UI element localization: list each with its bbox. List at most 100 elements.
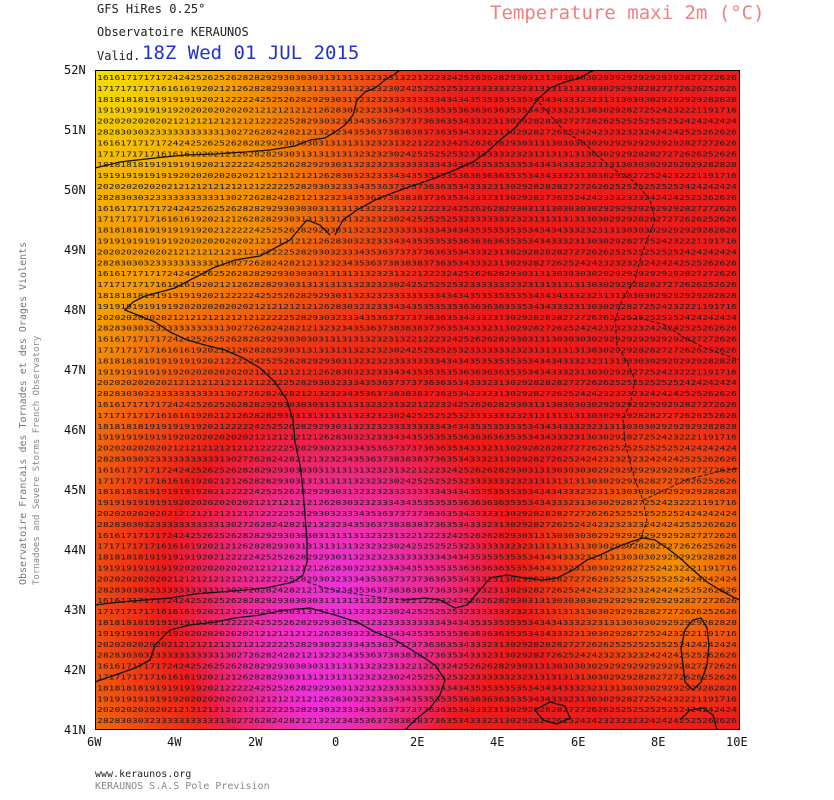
temperature-value-row: 1717171717161616192021212628282930313131… [97, 149, 737, 158]
france-east-border [534, 97, 656, 549]
lon-label-6e: 6E [571, 735, 586, 749]
lat-label-47n: 47N [64, 363, 86, 377]
normandy-coast [212, 219, 331, 269]
temperature-value-row: 1818181819191919192021222224252526282929… [97, 95, 737, 104]
sardinia-coast [679, 707, 718, 731]
temperature-value-row: 2828303032333333333331302726282428212132… [97, 455, 737, 464]
lon-label-2e: 2E [410, 735, 425, 749]
temperature-value-row: 1616171717172424252625262828292930303031… [97, 138, 737, 147]
temperature-value-row: 2020202020202121212121212121222225282930… [97, 705, 737, 714]
corsica-coast [680, 617, 710, 691]
temperature-value-row: 1919191919191920202020202021212121212126… [97, 564, 737, 573]
temperature-value-row: 1818181819191919192021222224252526282929… [97, 226, 737, 235]
temperature-map[interactable]: 1616171717172424252625262828292930303031… [94, 69, 741, 731]
temperature-value-row: 1717171717161616192021212628282930313131… [97, 542, 737, 551]
temperature-value-row: 1717171717161616192021212628282930313131… [97, 607, 737, 616]
lat-label-52n: 52N [64, 63, 86, 77]
temperature-value-row: 1717171717161616192021212628282930313131… [97, 411, 737, 420]
temperature-value-row: 1919191919191920202020202021212121212126… [97, 302, 737, 311]
temperature-value-row: 2020202020202121212121212121222225282930… [97, 574, 737, 583]
temperature-value-row: 2828303032333333333331302726282428212132… [97, 585, 737, 594]
temperature-value-row: 2020202020202121212121212121222225282930… [97, 117, 737, 126]
pyrenees-border [306, 581, 406, 601]
brittany-coast [123, 267, 294, 421]
side-credit-fr: Observatoire Francais des Tornades et de… [18, 241, 29, 585]
temperature-value-row: 1616171717172424252625262828292930303031… [97, 400, 737, 409]
temperature-value-row: 1616171717172424252625262828292930303031… [97, 269, 737, 278]
temperature-value-row: 1717171717161616192021212628282930313131… [97, 84, 737, 93]
map-svg: 1616171717172424252625262828292930303031… [94, 69, 741, 731]
observatory-name: Observatoire KERAUNOS [97, 25, 249, 39]
lon-label-8e: 8E [651, 735, 666, 749]
lat-label-50n: 50N [64, 183, 86, 197]
liguria-coast [614, 537, 741, 601]
temperature-value-row: 1717171717161616192021212628282930313131… [97, 280, 737, 289]
benelux-coast [549, 69, 596, 89]
temperature-value-row: 1616171717172424252625262828292930303031… [97, 335, 737, 344]
temperature-value-row: 1919191919191920202020202021212121212126… [97, 367, 737, 376]
temperature-value-row: 1616171717172424252625262828292930303031… [97, 465, 737, 474]
temperature-value-row: 2020202020202121212121212121222225282930… [97, 444, 737, 453]
lon-label-2w: 2W [248, 735, 263, 749]
temperature-value-row: 2828303032333333333331302726282428212132… [97, 389, 737, 398]
temperature-value-row: 2828303032333333333331302726282428212132… [97, 520, 737, 529]
lat-label-44n: 44N [64, 543, 86, 557]
temperature-value-row: 2828303032333333333331302726282428212132… [97, 128, 737, 137]
temperature-value-row: 1919191919191920202020202021212121212126… [97, 106, 737, 115]
temperature-value-row: 1818181819191919192021222224252526282929… [97, 487, 737, 496]
borders [306, 97, 741, 601]
temperature-value-row: 2828303032333333333331302726282428212132… [97, 716, 737, 725]
temperature-value-row: 1616171717172424252625262828292930303031… [97, 596, 737, 605]
temperature-value-row: 2020202020202121212121212121222225282930… [97, 182, 737, 191]
lon-label-6w: 6W [87, 735, 102, 749]
temperature-value-row: 1919191919191920202020202021212121212126… [97, 237, 737, 246]
temperature-value-row: 1919191919191920202020202021212121212126… [97, 694, 737, 703]
temperature-value-row: 2828303032333333333331302726282428212132… [97, 258, 737, 267]
lat-label-43n: 43N [64, 603, 86, 617]
lat-label-41n: 41N [64, 723, 86, 737]
temperature-value-row: 1818181819191919192021222224252526282929… [97, 618, 737, 627]
temperature-value-row: 1717171717161616192021212628282930313131… [97, 673, 737, 682]
temperature-value-row: 1818181819191919192021222224252526282929… [97, 356, 737, 365]
valid-label: Valid. [97, 49, 141, 63]
temperature-value-row: 1717171717161616192021212628282930313131… [97, 346, 737, 355]
temperature-value-row: 2020202020202121212121212121222225282930… [97, 313, 737, 322]
temperature-value-row: 1616171717172424252625262828292930303031… [97, 662, 737, 671]
temperature-value-row: 2020202020202121212121212121222225282930… [97, 509, 737, 518]
lat-label-45n: 45N [64, 483, 86, 497]
side-credit-en: Tornadoes and Severe Storms French Obser… [32, 335, 42, 585]
temperature-value-row: 1919191919191920202020202021212121212126… [97, 498, 737, 507]
balearic-coast [534, 701, 571, 725]
lat-label-48n: 48N [64, 303, 86, 317]
lon-label-4e: 4E [490, 735, 505, 749]
temperature-value-row: 1717171717161616192021212628282930313131… [97, 215, 737, 224]
lon-label-10e: 10E [726, 735, 748, 749]
temperature-values-grid: 1616171717172424252625262828292930303031… [97, 73, 737, 725]
biscay-coast [94, 419, 308, 606]
temperature-value-row: 1818181819191919192021222224252526282929… [97, 683, 737, 692]
temperature-value-row: 2020202020202121212121212121222225282930… [97, 378, 737, 387]
footer-site-link[interactable]: www.keraunos.org [95, 769, 192, 780]
lat-label-46n: 46N [64, 423, 86, 437]
temperature-value-row: 2828303032333333333331302726282428212132… [97, 651, 737, 660]
coastlines [94, 69, 741, 731]
temperature-value-row: 1818181819191919192021222224252526282929… [97, 160, 737, 169]
alps-border [642, 467, 741, 501]
uk-coast [94, 69, 401, 169]
france-north-coast [334, 87, 551, 236]
lat-label-42n: 42N [64, 663, 86, 677]
temperature-value-row: 1717171717161616192021212628282930313131… [97, 476, 737, 485]
valid-date: 18Z Wed 01 JUL 2015 [142, 42, 360, 64]
temperature-value-row: 1818181819191919192021222224252526282929… [97, 422, 737, 431]
swiss-border [614, 317, 741, 361]
lon-label-4w: 4W [167, 735, 182, 749]
map-title: Temperature maxi 2m (°C) [490, 2, 765, 24]
mediterranean-coast [404, 547, 616, 609]
temperature-value-row: 2828303032333333333331302726282428212132… [97, 324, 737, 333]
model-name: GFS HiRes 0.25° [97, 2, 206, 16]
iberia-outline [94, 607, 446, 731]
temperature-value-row: 1919191919191920202020202021212121212126… [97, 629, 737, 638]
lon-label-0: 0 [332, 735, 340, 749]
temperature-value-row: 1616171717172424252625262828292930303031… [97, 204, 737, 213]
footer-company: KERAUNOS S.A.S Pole Prevision [95, 781, 270, 792]
